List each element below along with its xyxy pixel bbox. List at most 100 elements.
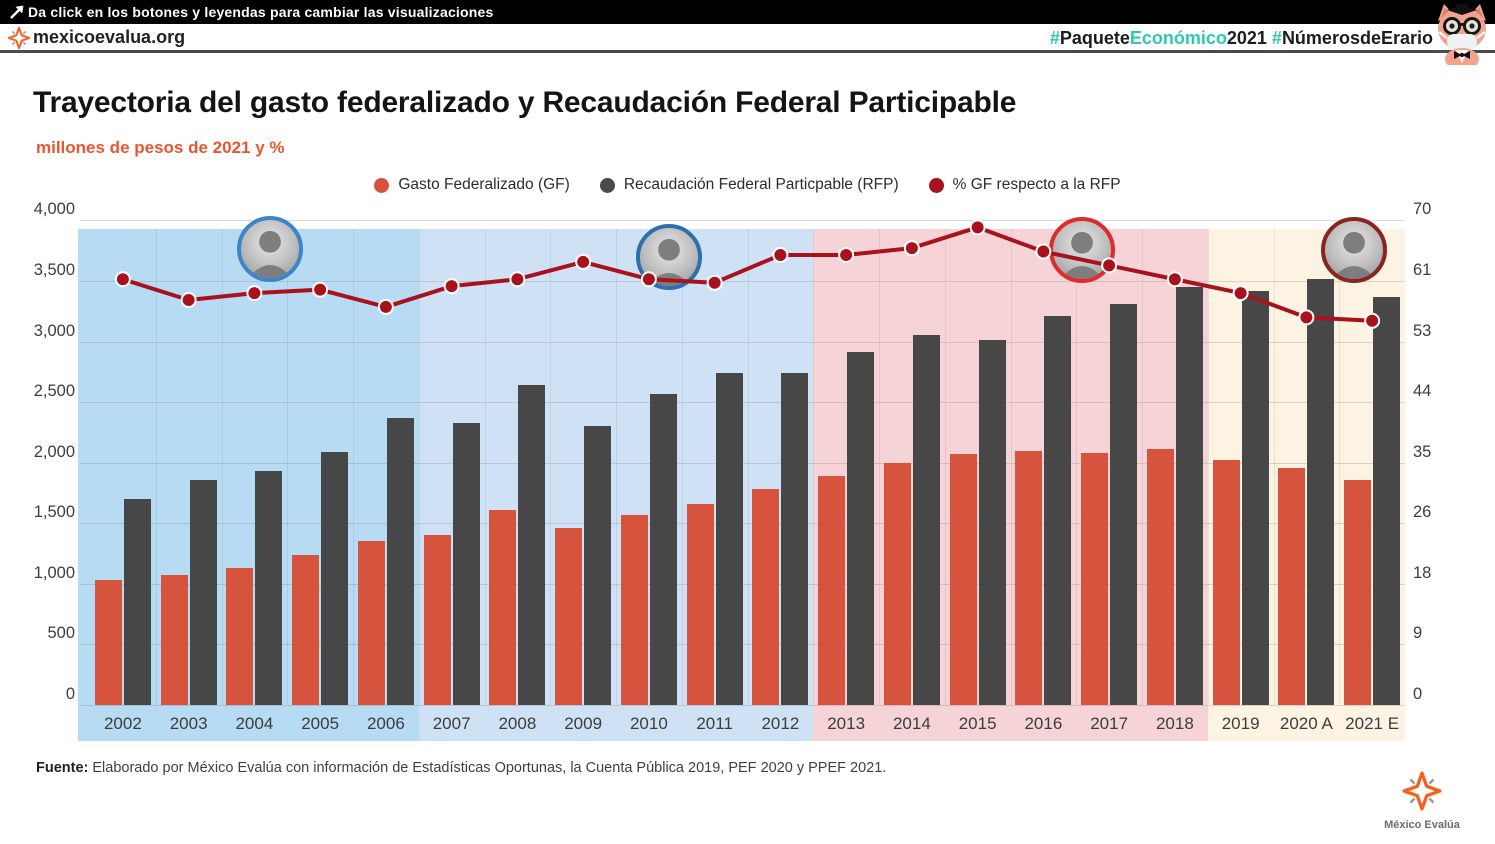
right-axis-tick: 70 bbox=[1413, 200, 1432, 219]
site-link[interactable]: mexicoevalua.org bbox=[33, 27, 186, 47]
bar-rfp-2007 bbox=[452, 422, 480, 705]
x-axis-label-2019: 2019 bbox=[1221, 714, 1260, 733]
pig-mascot-icon bbox=[1438, 4, 1486, 65]
page-title: Trayectoria del gasto federalizado y Rec… bbox=[33, 86, 1017, 119]
hashtag-segment: NúmerosdeErario bbox=[1281, 28, 1433, 48]
bar-gf-2013 bbox=[818, 476, 846, 705]
brand-label: México Evalúa bbox=[1384, 819, 1460, 831]
bar-rfp-2009 bbox=[584, 426, 612, 705]
bar-gf-2010 bbox=[620, 514, 648, 705]
x-axis-label-2018: 2018 bbox=[1155, 714, 1194, 733]
bar-rfp-2019 bbox=[1241, 290, 1269, 705]
page-subtitle: millones de pesos de 2021 y % bbox=[36, 138, 285, 157]
x-axis-label-2021 E: 2021 E bbox=[1345, 714, 1400, 733]
header-divider bbox=[0, 50, 1495, 53]
slot-separator bbox=[1010, 229, 1012, 705]
bar-rfp-2018 bbox=[1175, 287, 1203, 705]
hashtag-segment: Económico bbox=[1129, 28, 1227, 48]
gf-legend-dot-icon bbox=[374, 177, 390, 193]
slot-separator bbox=[944, 229, 946, 705]
bar-gf-2006 bbox=[357, 541, 385, 705]
slot-separator bbox=[155, 229, 157, 705]
x-axis-label-2011: 2011 bbox=[696, 714, 733, 733]
legend-item-rfp[interactable]: Recaudación Federal Particpable (RFP) bbox=[599, 176, 899, 194]
bar-rfp-2011 bbox=[715, 373, 743, 705]
bar-rfp-2006 bbox=[386, 417, 414, 705]
bar-gf-2008 bbox=[489, 509, 517, 705]
right-axis-tick: 35 bbox=[1413, 442, 1432, 461]
portrait-silhouette-icon bbox=[647, 238, 691, 286]
bar-rfp-2012 bbox=[781, 373, 809, 705]
bar-gf-2003 bbox=[160, 575, 188, 705]
instruction-text: Da click en los botones y leyendas para … bbox=[28, 4, 494, 20]
x-axis-label-2015: 2015 bbox=[958, 714, 997, 733]
pct-legend-dot-icon bbox=[928, 177, 944, 193]
bar-gf-2014 bbox=[883, 462, 911, 705]
x-axis-label-2008: 2008 bbox=[498, 714, 537, 733]
bar-rfp-2004 bbox=[255, 471, 283, 705]
right-axis-tick: 18 bbox=[1413, 563, 1432, 582]
x-axis-label-2016: 2016 bbox=[1024, 714, 1063, 733]
left-axis-tick: 2,000 bbox=[33, 442, 75, 461]
hashtag-segment: # bbox=[1266, 28, 1282, 48]
left-axis-tick: 3,000 bbox=[33, 321, 75, 340]
bar-gf-2016 bbox=[1015, 450, 1043, 705]
bar-rfp-2014 bbox=[912, 335, 940, 705]
slot-separator bbox=[1076, 229, 1078, 705]
bar-gf-2011 bbox=[686, 503, 714, 705]
x-axis-label-2005: 2005 bbox=[301, 714, 340, 733]
bar-rfp-2010 bbox=[649, 393, 677, 705]
president-photo-felipe-calderon[interactable] bbox=[636, 224, 702, 290]
source-label: Fuente: bbox=[36, 760, 89, 776]
right-axis-tick: 9 bbox=[1413, 624, 1423, 643]
bar-gf-2012 bbox=[752, 489, 780, 705]
president-photo-enrique-pena-nieto[interactable] bbox=[1049, 217, 1115, 283]
slot-separator bbox=[1339, 229, 1341, 705]
bar-gf-2021 E bbox=[1344, 479, 1372, 705]
bar-rfp-2020 A bbox=[1307, 278, 1335, 705]
bar-gf-2018 bbox=[1146, 449, 1174, 705]
x-axis-label-2006: 2006 bbox=[366, 714, 405, 733]
x-axis-label-2003: 2003 bbox=[169, 714, 208, 733]
bar-gf-2019 bbox=[1212, 460, 1240, 705]
header bbox=[0, 24, 1495, 51]
legend-item-pct[interactable]: % GF respecto a la RFP bbox=[928, 176, 1121, 194]
president-photo-vicente-fox[interactable] bbox=[237, 216, 303, 282]
slot-separator bbox=[1207, 229, 1209, 705]
slot-separator bbox=[879, 229, 880, 705]
bar-gf-2002 bbox=[94, 580, 122, 705]
x-axis-label-2010: 2010 bbox=[629, 714, 668, 733]
gridline bbox=[80, 341, 1405, 343]
bar-gf-2004 bbox=[226, 568, 254, 705]
legend-item-gf[interactable]: Gasto Federalizado (GF) bbox=[374, 176, 570, 194]
bar-gf-2017 bbox=[1081, 453, 1109, 705]
left-axis-tick: 1,000 bbox=[33, 563, 75, 582]
left-axis-tick: 1,500 bbox=[33, 503, 75, 522]
slot-separator bbox=[418, 229, 420, 705]
right-axis-tick: 61 bbox=[1413, 260, 1432, 279]
arrow-cursor-icon bbox=[10, 5, 24, 19]
slot-separator bbox=[1273, 229, 1275, 705]
x-axis-label-2020 A: 2020 A bbox=[1279, 714, 1333, 733]
bar-gf-2020 A bbox=[1278, 467, 1306, 705]
president-photo-lopez-obrador[interactable] bbox=[1321, 217, 1387, 283]
mexico-evalua-star-icon bbox=[7, 26, 31, 50]
right-axis-tick: 44 bbox=[1413, 382, 1432, 401]
bar-rfp-2016 bbox=[1044, 316, 1072, 705]
slot-separator bbox=[221, 229, 223, 705]
legend-label: % GF respecto a la RFP bbox=[952, 176, 1121, 193]
hashtags[interactable]: #PaqueteEconómico2021 #NúmerosdeErario bbox=[1050, 28, 1433, 49]
left-axis-tick: 4,000 bbox=[33, 200, 75, 219]
slot-separator bbox=[353, 229, 354, 705]
gridline bbox=[80, 705, 1405, 706]
right-axis-tick: 26 bbox=[1413, 503, 1432, 522]
bar-rfp-2015 bbox=[978, 340, 1006, 705]
portrait-silhouette-icon bbox=[248, 230, 292, 278]
gridline bbox=[80, 280, 1405, 282]
bar-rfp-2013 bbox=[847, 352, 875, 705]
slot-separator bbox=[747, 229, 749, 705]
right-axis-tick: 0 bbox=[1413, 685, 1423, 703]
bar-gf-2005 bbox=[292, 554, 320, 705]
bar-gf-2007 bbox=[423, 535, 451, 705]
